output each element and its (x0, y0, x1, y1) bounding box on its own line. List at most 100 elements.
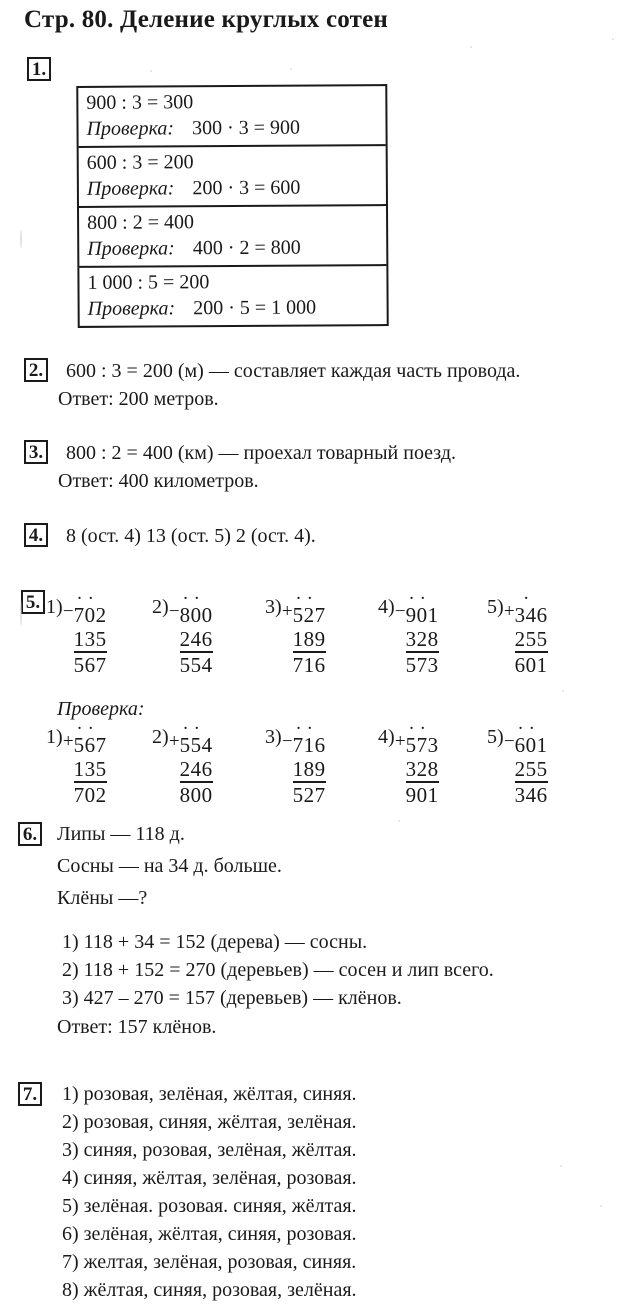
carry-dots: ·· (408, 718, 431, 739)
equation: 800 : 2 = 400 (87, 211, 195, 234)
result: 601 (514, 653, 548, 677)
scan-speckle (470, 46, 472, 48)
check-label: Проверка: (87, 237, 175, 260)
carry-dots: · (523, 588, 535, 609)
digit-stack: ·· 573 328 901 (405, 718, 439, 808)
scan-speckle (560, 1165, 562, 1167)
addend-top: 573 (405, 733, 439, 757)
subtrahend: 328 (405, 627, 439, 653)
check-line: Проверка: 300 · 3 = 900 (86, 114, 385, 143)
result: 716 (292, 653, 326, 677)
minuend: 346 (514, 603, 548, 627)
task-number-6: 6. (18, 822, 42, 846)
task7-item-2: 2) розовая, синяя, жёлтая, зелёная. (62, 1111, 357, 1133)
carry-dots: ·· (295, 588, 318, 609)
result: 800 (179, 783, 213, 807)
scan-speckle (562, 690, 564, 692)
scan-speckle (20, 230, 22, 248)
task2-solution-line: 600 : 3 = 200 (м) — составляет каждая ча… (66, 360, 521, 382)
check-line: Проверка: 200 · 3 = 600 (87, 174, 386, 203)
task-number-7: 7. (18, 1082, 42, 1106)
digit-stack: ·· 527 189 716 (292, 588, 326, 678)
digit-stack: ·· 702 135 567 (73, 589, 107, 678)
result: 346 (514, 783, 548, 807)
minuend: 702 (73, 603, 107, 627)
digit-stack: ·· 567 135 702 (73, 718, 107, 808)
check-label: Проверка: (86, 177, 175, 200)
column-sum-5: 5)+ · 346 255 601 (487, 588, 548, 678)
addend-top: 716 (292, 733, 326, 757)
result: 901 (405, 783, 439, 807)
operation-sign: + (281, 601, 293, 622)
scan-speckle (398, 820, 400, 822)
addend-bottom: 255 (514, 757, 548, 783)
result: 554 (179, 653, 213, 677)
carry-dots: ·· (408, 588, 431, 609)
column-sum-1: 1)− ·· 702 135 567 (46, 589, 107, 678)
digit-stack: ·· 716 189 527 (292, 718, 326, 808)
operation-sign: + (394, 731, 406, 752)
task7-item-4: 4) синяя, жёлтая, зелёная, розовая. (62, 1167, 357, 1189)
scan-speckle (150, 70, 152, 72)
addend-bottom: 135 (73, 757, 107, 783)
addend-top: 601 (514, 733, 548, 757)
item-index: 1) (46, 596, 63, 618)
task6-question-line: Клёны —? (57, 887, 148, 909)
carry-dots: ·· (76, 718, 99, 739)
task-number-3: 3. (24, 440, 48, 464)
task6-given-line-2: Сосны — на 34 д. больше. (57, 855, 282, 877)
operation-sign: − (62, 601, 74, 622)
addend-bottom: 246 (179, 757, 213, 783)
subtrahend: 135 (73, 627, 107, 653)
task7-item-6: 6) зелёная, жёлтая, синяя, розовая. (62, 1223, 357, 1245)
carry-dots: ·· (182, 588, 205, 609)
column-sum-3: 3)+ ·· 527 189 716 (265, 588, 326, 678)
addend-top: 567 (73, 733, 107, 757)
column-check-2: 2)+ ·· 554 246 800 (152, 719, 213, 808)
check-expression: 300 · 3 = 900 (191, 116, 301, 140)
digit-stack: ·· 800 246 554 (179, 588, 213, 678)
item-index: 2) (152, 596, 169, 618)
equation: 1 000 : 5 = 200 (87, 271, 210, 294)
column-sum-4: 4)− ·· 901 328 573 (378, 588, 439, 678)
addend-top: 554 (179, 733, 213, 757)
minuend: 901 (405, 603, 439, 627)
operation-sign: − (503, 731, 515, 752)
operation-sign: − (281, 731, 293, 752)
item-index: 3) (265, 726, 282, 748)
operation-sign: − (394, 601, 406, 622)
item-index: 2) (152, 726, 169, 748)
task6-step-1: 1) 118 + 34 = 152 (дерева) — сосны. (62, 931, 368, 953)
task6-answer-line: Ответ: 157 клёнов. (57, 1016, 217, 1038)
column-check-3: 3)− ·· 716 189 527 (265, 718, 326, 808)
digit-stack: ·· 601 255 346 (514, 718, 548, 808)
task-number-5: 5. (21, 590, 45, 614)
operation-sign: + (62, 731, 74, 752)
column-check-1: 1)+ ·· 567 135 702 (46, 718, 107, 808)
addend-bottom: 328 (405, 757, 439, 783)
task4-answer-line: 8 (ост. 4) 13 (ост. 5) 2 (ост. 4). (66, 525, 316, 547)
scan-speckle (600, 1205, 602, 1207)
task7-item-8: 8) жёлтая, синяя, розовая, зелёная. (62, 1279, 357, 1301)
check-line: Проверка: 400 · 2 = 800 (87, 234, 386, 263)
result: 567 (73, 653, 107, 677)
check-label: Проверка: (87, 297, 176, 320)
carry-dots: ·· (295, 718, 318, 739)
item-index: 5) (487, 596, 504, 618)
column-check-4: 4)+ ·· 573 328 901 (378, 718, 439, 808)
task-number-2: 2. (24, 358, 48, 382)
result: 702 (73, 783, 107, 807)
scan-speckle (612, 38, 614, 40)
item-index: 4) (378, 726, 395, 748)
task6-step-2: 2) 118 + 152 = 270 (деревьев) — сосен и … (62, 959, 494, 981)
check-expression: 200 · 5 = 1 000 (193, 296, 317, 320)
item-index: 5) (487, 726, 504, 748)
carry-dots: ·· (517, 718, 540, 739)
task-number-1: 1. (27, 57, 51, 81)
equation: 900 : 3 = 300 (86, 91, 194, 114)
check-label: Проверка: (86, 117, 175, 140)
table-row: 900 : 3 = 300 Проверка: 300 · 3 = 900 (78, 86, 386, 148)
task7-item-7: 7) желтая, зелёная, розовая, синяя. (62, 1251, 357, 1273)
item-index: 3) (265, 596, 282, 618)
subtrahend: 246 (179, 627, 213, 653)
